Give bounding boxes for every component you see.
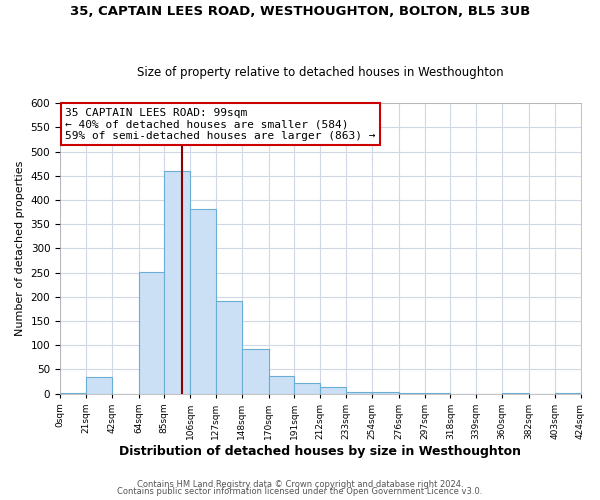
Bar [139, 272, 164, 394]
Text: Contains public sector information licensed under the Open Government Licence v3: Contains public sector information licen… [118, 488, 482, 496]
X-axis label: Distribution of detached houses by size in Westhoughton: Distribution of detached houses by size … [119, 444, 521, 458]
Bar [216, 300, 242, 394]
Text: 35, CAPTAIN LEES ROAD, WESTHOUGHTON, BOLTON, BL5 3UB: 35, CAPTAIN LEES ROAD, WESTHOUGHTON, BOL… [70, 5, 530, 18]
Bar [295, 384, 320, 394]
Bar [60, 392, 86, 394]
Bar [86, 376, 112, 394]
Title: Size of property relative to detached houses in Westhoughton: Size of property relative to detached ho… [137, 66, 503, 78]
Y-axis label: Number of detached properties: Number of detached properties [15, 160, 25, 336]
Bar [269, 376, 295, 394]
Bar [372, 392, 399, 394]
Text: 35 CAPTAIN LEES ROAD: 99sqm
← 40% of detached houses are smaller (584)
59% of se: 35 CAPTAIN LEES ROAD: 99sqm ← 40% of det… [65, 108, 376, 141]
Bar [320, 388, 346, 394]
Text: Contains HM Land Registry data © Crown copyright and database right 2024.: Contains HM Land Registry data © Crown c… [137, 480, 463, 489]
Bar [399, 392, 425, 394]
Bar [164, 171, 190, 394]
Bar [190, 209, 216, 394]
Bar [242, 348, 269, 394]
Bar [346, 392, 372, 394]
